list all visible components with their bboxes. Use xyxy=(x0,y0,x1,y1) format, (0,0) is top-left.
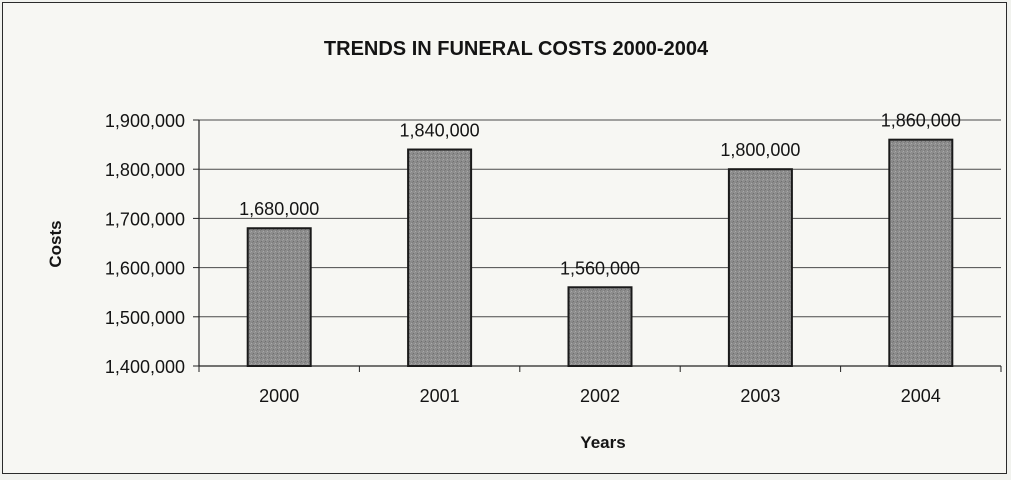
x-tick-label-2003: 2003 xyxy=(740,386,780,406)
x-tick-labels: 2000 2001 2002 2003 2004 xyxy=(259,386,941,406)
bar-2001 xyxy=(407,148,473,367)
bar-2000 xyxy=(246,227,312,367)
bars xyxy=(246,138,954,367)
data-label-2001: 1,840,000 xyxy=(400,121,480,141)
y-tick-label: 1,500,000 xyxy=(105,308,185,328)
y-axis-label: Costs xyxy=(46,220,65,267)
x-tick-label-2004: 2004 xyxy=(901,386,941,406)
data-label-2003: 1,800,000 xyxy=(720,140,800,160)
x-tick-label-2002: 2002 xyxy=(580,386,620,406)
y-tick-label: 1,900,000 xyxy=(105,111,185,131)
y-tick-label: 1,800,000 xyxy=(105,160,185,180)
data-label-2004: 1,860,000 xyxy=(881,111,961,131)
y-tick-label: 1,400,000 xyxy=(105,357,185,377)
x-tick-label-2001: 2001 xyxy=(420,386,460,406)
data-labels: 1,680,000 1,840,000 1,560,000 1,800,000 1,86… xyxy=(239,111,961,279)
x-axis-label: Years xyxy=(580,433,625,452)
chart-title: TRENDS IN FUNERAL COSTS 2000-2004 xyxy=(324,38,709,60)
y-tick-label: 1,700,000 xyxy=(105,209,185,229)
grid-lines xyxy=(199,119,1001,318)
y-tick-label: 1,600,000 xyxy=(105,259,185,279)
y-tick-labels: 1,400,000 1,500,000 1,600,000 1,700,000 1,80… xyxy=(105,111,185,377)
bar-2003 xyxy=(727,168,793,367)
x-tick-label-2000: 2000 xyxy=(259,386,299,406)
data-label-2000: 1,680,000 xyxy=(239,199,319,219)
chart-frame: TRENDS IN FUNERAL COSTS 2000-2004 1,400,… xyxy=(2,2,1007,474)
bar-2004 xyxy=(888,138,954,367)
bar-2002 xyxy=(567,286,633,367)
data-label-2002: 1,560,000 xyxy=(560,258,640,278)
bar-chart: TRENDS IN FUNERAL COSTS 2000-2004 1,400,… xyxy=(46,38,1002,452)
